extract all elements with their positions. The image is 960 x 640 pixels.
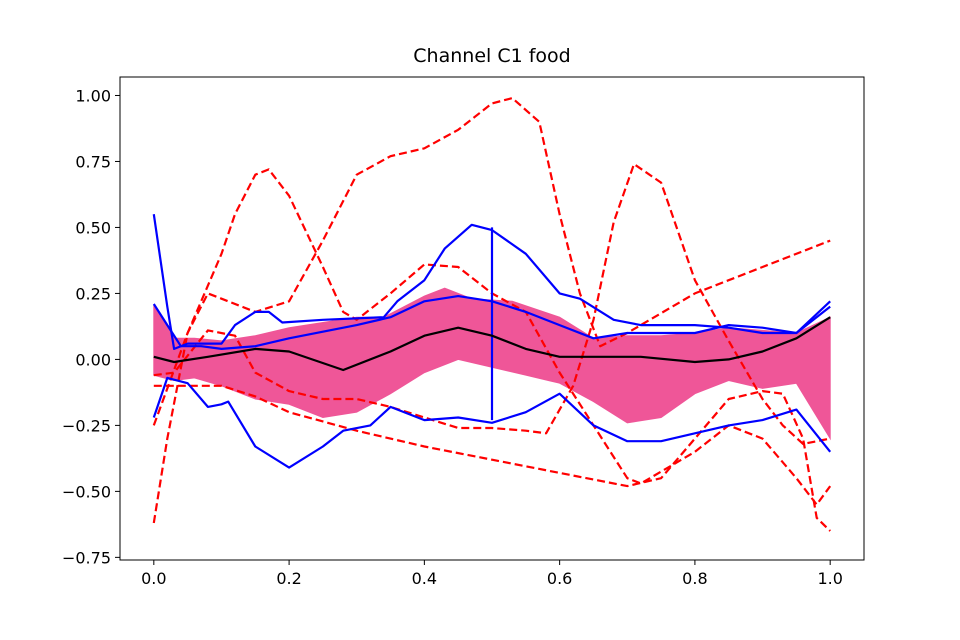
y-tick-label-5: 0.50 bbox=[75, 218, 111, 237]
envelope-curve-2 bbox=[152, 376, 832, 469]
x-tick-label-0: 0.0 bbox=[141, 569, 166, 588]
x-tick-label-4: 0.8 bbox=[682, 569, 707, 588]
outlier-curve-7 bbox=[153, 163, 831, 445]
y-tick-label-3: 0.00 bbox=[75, 350, 111, 369]
outlier-curve-6 bbox=[152, 97, 831, 426]
x-tick-label-1: 0.2 bbox=[276, 569, 301, 588]
x-tick-label-3: 0.6 bbox=[547, 569, 572, 588]
envelope-curve-4 bbox=[152, 295, 831, 350]
outlier-curve-5 bbox=[152, 168, 832, 524]
y-tick-label-7: 1.00 bbox=[75, 86, 111, 105]
axes: 0.0 0.2 0.4 0.6 0.8 1.0 −0.75 −0.50 −0.25 0.00 0.2… bbox=[62, 76, 865, 588]
plot-area bbox=[152, 97, 832, 532]
axes-frame bbox=[119, 76, 865, 561]
y-tick-label-2: −0.25 bbox=[62, 416, 111, 435]
outlier-curve-8 bbox=[153, 384, 831, 532]
y-tick-label-4: 0.25 bbox=[75, 284, 111, 303]
x-tick-label-5: 1.0 bbox=[817, 569, 842, 588]
envelope-curve-1 bbox=[152, 214, 831, 350]
y-tick-label-0: −0.75 bbox=[62, 548, 111, 567]
x-tick-label-2: 0.4 bbox=[412, 569, 437, 588]
median-curve-0 bbox=[153, 316, 831, 372]
y-tick-label-6: 0.75 bbox=[75, 152, 111, 171]
chart-title: Channel C1 food bbox=[413, 45, 570, 67]
y-tick-label-1: −0.50 bbox=[62, 482, 111, 501]
